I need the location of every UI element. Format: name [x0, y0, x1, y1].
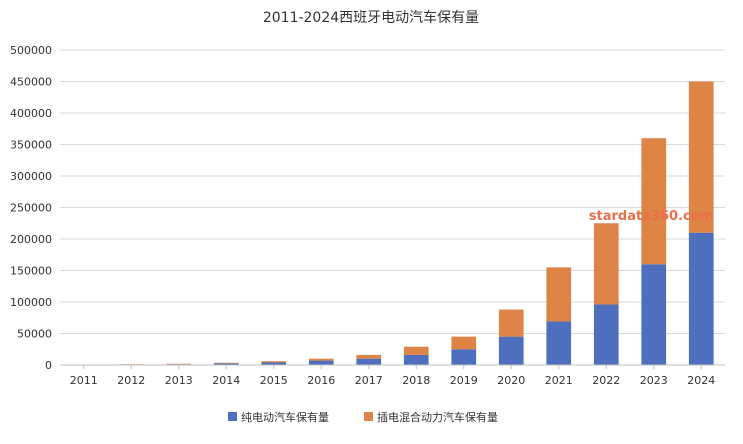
y-tick-label: 500000	[10, 44, 52, 57]
x-tick-label: 2019	[450, 374, 478, 387]
y-tick-label: 300000	[10, 170, 52, 183]
bar-phev-2017	[356, 355, 381, 359]
y-tick-label: 450000	[10, 76, 52, 89]
bar-phev-2023	[641, 138, 666, 264]
bar-bev-2023	[641, 264, 666, 365]
y-tick-label: 250000	[10, 202, 52, 215]
bar-bev-2017	[356, 359, 381, 365]
y-tick-label: 200000	[10, 233, 52, 246]
bar-phev-2021	[546, 267, 571, 321]
bar-bev-2024	[689, 233, 714, 365]
legend-label: 纯电动汽车保有量	[241, 410, 329, 424]
bar-bev-2021	[546, 322, 571, 365]
y-tick-label: 100000	[10, 296, 52, 309]
bar-bev-2022	[594, 305, 619, 365]
y-tick-label: 400000	[10, 107, 52, 120]
x-tick-label: 2022	[592, 374, 620, 387]
x-tick-label: 2014	[212, 374, 240, 387]
bar-bev-2018	[404, 355, 429, 365]
x-tick-label: 2023	[640, 374, 668, 387]
x-axis-tick-labels: 2011 2012 2013 2014 2015 2016 2017 2018 2019 2020…	[70, 365, 716, 387]
x-tick-label: 2020	[497, 374, 525, 387]
y-axis-tick-labels: 0 50000 100000 150000 200000 250000 300000 3500…	[10, 44, 52, 372]
x-tick-label: 2015	[260, 374, 288, 387]
bar-phev-2016	[309, 359, 334, 361]
y-tick-label: 0	[45, 359, 52, 372]
bar-phev-2014	[214, 363, 239, 364]
x-tick-label: 2016	[307, 374, 335, 387]
bar-phev-2019	[451, 337, 476, 350]
y-tick-label: 350000	[10, 139, 52, 152]
legend-swatch	[364, 412, 373, 421]
x-tick-label: 2017	[355, 374, 383, 387]
x-tick-label: 2018	[402, 374, 430, 387]
bar-phev-2022	[594, 223, 619, 304]
grid-lines	[60, 50, 725, 334]
legend-label: 插电混合动力汽车保有量	[377, 410, 498, 424]
y-tick-label: 150000	[10, 265, 52, 278]
legend: 纯电动汽车保有量 插电混合动力汽车保有量	[228, 410, 498, 424]
bar-phev-2015	[261, 361, 286, 362]
chart-title: 2011-2024西班牙电动汽车保有量	[263, 9, 479, 26]
y-tick-label: 50000	[17, 328, 52, 341]
bar-bev-2019	[451, 349, 476, 365]
watermark-text: stardata360.com	[589, 209, 713, 224]
bar-phev-2020	[499, 310, 524, 337]
x-tick-label: 2012	[117, 374, 145, 387]
x-tick-label: 2024	[687, 374, 715, 387]
bar-phev-2018	[404, 347, 429, 355]
legend-swatch	[228, 412, 237, 421]
bar-bev-2016	[309, 361, 334, 365]
x-tick-label: 2013	[165, 374, 193, 387]
x-tick-label: 2021	[545, 374, 573, 387]
bar-bev-2020	[499, 337, 524, 365]
x-tick-label: 2011	[70, 374, 98, 387]
